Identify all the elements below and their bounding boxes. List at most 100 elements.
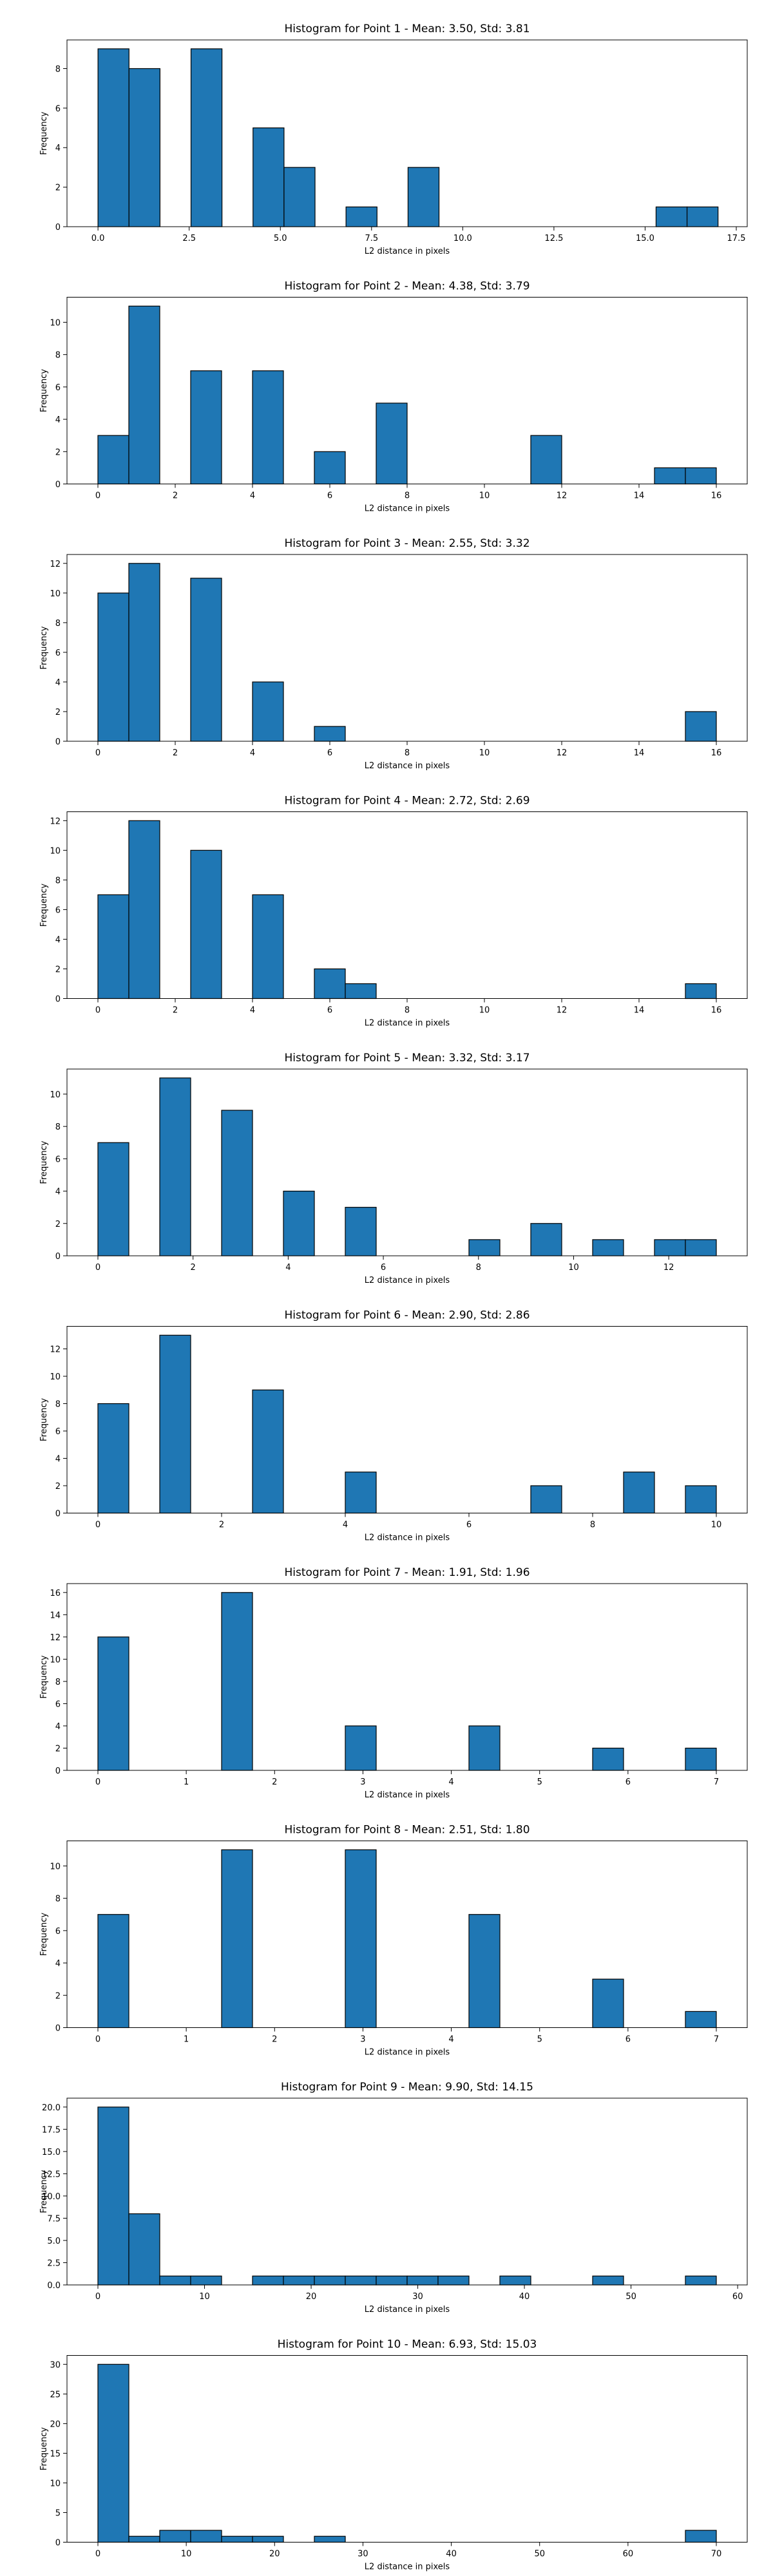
plot-frame bbox=[66, 811, 748, 999]
y-tick-label: 4 bbox=[55, 415, 61, 425]
histogram-bar bbox=[685, 467, 717, 485]
x-tick-label: 2 bbox=[173, 491, 178, 501]
x-tick-label: 6 bbox=[625, 2035, 631, 2045]
y-tick-label: 12 bbox=[50, 1345, 61, 1355]
y-tick-label: 10 bbox=[50, 1372, 61, 1382]
plot-frame bbox=[66, 1326, 748, 1513]
y-tick-label: 6 bbox=[55, 1155, 61, 1164]
histogram-bar bbox=[407, 167, 440, 227]
x-tick-label: 8 bbox=[405, 748, 410, 758]
x-tick-label: 40 bbox=[519, 2292, 530, 2302]
histogram-panel: Histogram for Point 8 - Mean: 2.51, Std:… bbox=[39, 1824, 748, 2058]
x-tick-label: 4 bbox=[343, 1520, 348, 1530]
plot-frame bbox=[66, 2355, 748, 2543]
chart-title: Histogram for Point 4 - Mean: 2.72, Std:… bbox=[284, 795, 530, 808]
x-tick-label: 10 bbox=[479, 748, 490, 758]
x-tick-label: 8 bbox=[405, 491, 410, 501]
y-axis-label: Frequency bbox=[39, 1655, 49, 1698]
x-axis-label: L2 distance in pixels bbox=[365, 247, 450, 256]
x-tick-label: 0 bbox=[95, 1520, 100, 1530]
chart-title: Histogram for Point 2 - Mean: 4.38, Std:… bbox=[284, 280, 530, 293]
x-axis-label: L2 distance in pixels bbox=[365, 761, 450, 771]
histogram-bar bbox=[345, 1472, 377, 1514]
x-tick-label: 7.5 bbox=[365, 234, 378, 243]
x-tick-label: 0 bbox=[95, 491, 100, 501]
histogram-bar bbox=[159, 2530, 191, 2543]
y-tick-label: 12 bbox=[50, 1633, 61, 1643]
y-tick-label: 30 bbox=[50, 2360, 61, 2370]
x-tick-label: 14 bbox=[634, 748, 645, 758]
y-tick-label: 8 bbox=[55, 1122, 61, 1132]
histogram-bar bbox=[345, 1207, 377, 1256]
histogram-bar bbox=[97, 1914, 129, 2029]
y-tick-label: 6 bbox=[55, 383, 61, 393]
x-tick-label: 4 bbox=[285, 1263, 291, 1273]
y-axis-label: Frequency bbox=[39, 2427, 49, 2470]
y-tick-label: 4 bbox=[55, 935, 61, 945]
x-tick-label: 3 bbox=[360, 2035, 365, 2045]
histogram-bar bbox=[252, 1389, 284, 1514]
x-tick-label: 8 bbox=[476, 1263, 481, 1273]
y-tick-label: 0 bbox=[55, 2024, 61, 2034]
x-axis-label: L2 distance in pixels bbox=[365, 1276, 450, 1285]
histogram-bar bbox=[190, 48, 223, 227]
y-tick-label: 8 bbox=[55, 1400, 61, 1410]
y-tick-label: 2 bbox=[55, 184, 61, 193]
x-tick-label: 0 bbox=[95, 2550, 100, 2559]
x-axis-label: L2 distance in pixels bbox=[365, 1790, 450, 1800]
x-tick-label: 10 bbox=[181, 2550, 192, 2559]
x-tick-label: 15.0 bbox=[636, 234, 654, 243]
histogram-bar bbox=[345, 1725, 377, 1771]
histogram-panel: Histogram for Point 10 - Mean: 6.93, Std… bbox=[39, 2338, 748, 2572]
x-tick-label: 2 bbox=[272, 1777, 277, 1787]
histogram-bar bbox=[655, 206, 688, 227]
histogram-bar bbox=[592, 2275, 624, 2286]
histogram-bar bbox=[283, 2275, 315, 2286]
y-tick-label: 6 bbox=[55, 1927, 61, 1937]
x-tick-label: 12 bbox=[557, 491, 568, 501]
x-axis-label: L2 distance in pixels bbox=[365, 504, 450, 514]
histogram-bar bbox=[128, 820, 160, 999]
y-tick-label: 10.0 bbox=[42, 2192, 61, 2202]
x-tick-label: 10 bbox=[568, 1263, 579, 1273]
y-tick-label: 16 bbox=[50, 1589, 61, 1598]
x-tick-label: 1 bbox=[184, 1777, 189, 1787]
x-tick-label: 4 bbox=[448, 2035, 453, 2045]
y-tick-label: 10 bbox=[50, 1862, 61, 1871]
histogram-bar bbox=[283, 1190, 315, 1256]
x-tick-label: 50 bbox=[625, 2292, 636, 2302]
histogram-panel: Histogram for Point 9 - Mean: 9.90, Std:… bbox=[39, 2081, 748, 2315]
histogram-panel: Histogram for Point 2 - Mean: 4.38, Std:… bbox=[39, 280, 748, 514]
x-tick-label: 12 bbox=[557, 748, 568, 758]
histogram-panel: Histogram for Point 6 - Mean: 2.90, Std:… bbox=[39, 1309, 748, 1543]
y-tick-label: 4 bbox=[55, 678, 61, 688]
x-tick-label: 0 bbox=[95, 2292, 100, 2302]
histogram-bar bbox=[685, 711, 717, 742]
histogram-bar bbox=[592, 1978, 624, 2029]
y-axis-label: Frequency bbox=[39, 1398, 49, 1441]
x-tick-label: 12.5 bbox=[544, 234, 563, 243]
x-axis-label: L2 distance in pixels bbox=[365, 1533, 450, 1543]
y-tick-label: 2 bbox=[55, 1744, 61, 1754]
y-tick-label: 6 bbox=[55, 905, 61, 915]
x-tick-label: 2 bbox=[173, 748, 178, 758]
histogram-bar bbox=[376, 2275, 408, 2286]
y-tick-label: 15.0 bbox=[42, 2148, 61, 2157]
histogram-bar bbox=[128, 2535, 160, 2543]
x-tick-label: 2 bbox=[173, 1006, 178, 1016]
plot-frame bbox=[66, 554, 748, 742]
x-tick-label: 10 bbox=[711, 1520, 722, 1530]
histogram-bar bbox=[97, 1403, 129, 1514]
histogram-bar bbox=[252, 681, 284, 742]
x-tick-label: 2 bbox=[191, 1263, 196, 1273]
x-tick-label: 2.5 bbox=[182, 234, 196, 243]
histogram-bar bbox=[654, 467, 686, 485]
y-tick-label: 10 bbox=[50, 589, 61, 599]
plot-frame bbox=[66, 1068, 748, 1256]
histogram-bar bbox=[499, 2275, 531, 2286]
x-tick-label: 0 bbox=[95, 1777, 100, 1787]
y-tick-label: 7.5 bbox=[47, 2214, 61, 2224]
chart-title: Histogram for Point 10 - Mean: 6.93, Std… bbox=[278, 2338, 537, 2351]
y-tick-label: 2 bbox=[55, 448, 61, 457]
x-tick-label: 4 bbox=[448, 1777, 453, 1787]
